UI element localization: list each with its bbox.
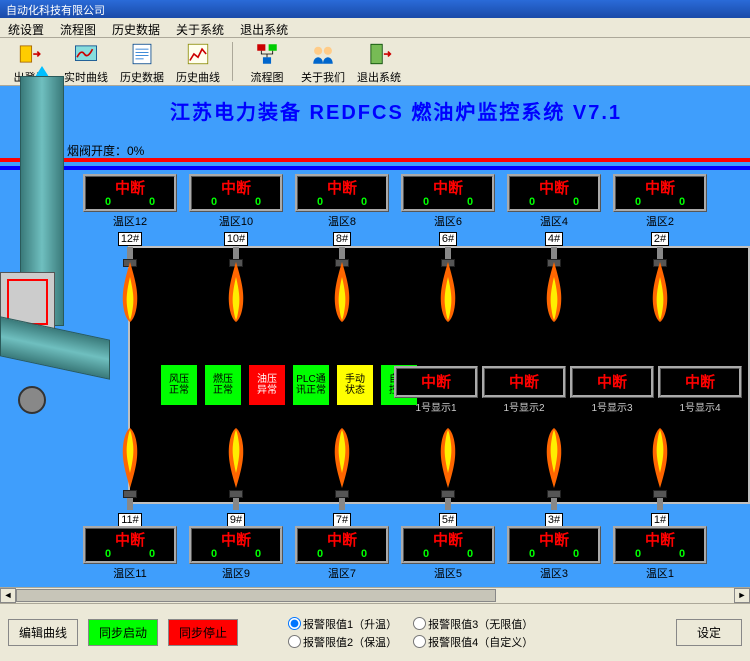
toolbar-flowchart[interactable]: 流程图 bbox=[241, 40, 293, 83]
toolbar-about[interactable]: 关于我们 bbox=[297, 40, 349, 83]
status-风压[interactable]: 风压正常 bbox=[160, 364, 198, 406]
flame-icon bbox=[119, 262, 141, 322]
toolbar-history-curve[interactable]: 历史曲线 bbox=[172, 40, 224, 83]
menu-item[interactable]: 关于系统 bbox=[168, 18, 232, 37]
menu-item[interactable]: 流程图 bbox=[52, 18, 104, 37]
gauge-温区12[interactable]: 中断00温区12 bbox=[80, 174, 180, 229]
toolbar: 出登录实时曲线历史数据历史曲线流程图关于我们退出系统 bbox=[0, 38, 750, 86]
valve-opening-text: 烟阀开度：0% bbox=[67, 142, 144, 159]
scroll-left-arrow[interactable]: ◄ bbox=[0, 588, 16, 603]
flame-icon bbox=[543, 428, 565, 488]
title-bar: 自动化科技有限公司 bbox=[0, 0, 750, 18]
sync-start-button[interactable]: 同步启动 bbox=[88, 619, 158, 646]
bottom-control-bar: 编辑曲线 同步启动 同步停止 报警限值1（升温） 报警限值3（无限值） 报警限值… bbox=[0, 603, 750, 661]
alarm-radio-4[interactable]: 报警限值4（自定义） bbox=[413, 634, 533, 650]
gauge-温区3[interactable]: 中断00温区3 bbox=[504, 526, 604, 581]
burner-9#: 9# bbox=[216, 490, 256, 528]
flame-icon bbox=[649, 262, 671, 322]
red-pipe bbox=[0, 158, 750, 162]
gauge-温区7[interactable]: 中断00温区7 bbox=[292, 526, 392, 581]
alarm-radio-1[interactable]: 报警限值1（升温） bbox=[288, 616, 397, 632]
burner-5#: 5# bbox=[428, 490, 468, 528]
alarm-radio-2[interactable]: 报警限值2（保温） bbox=[288, 634, 397, 650]
gauge-温区8[interactable]: 中断00温区8 bbox=[292, 174, 392, 229]
menu-item[interactable]: 历史数据 bbox=[104, 18, 168, 37]
status-手动[interactable]: 手动状态 bbox=[336, 364, 374, 406]
about-icon bbox=[309, 40, 337, 68]
status-油压[interactable]: 油压异常 bbox=[248, 364, 286, 406]
exit-login-icon bbox=[16, 40, 44, 68]
gauge-温区1[interactable]: 中断00温区1 bbox=[610, 526, 710, 581]
status-row: 风压正常燃压正常油压异常PLC通讯正常手动状态自动控制 bbox=[160, 364, 418, 406]
set-button[interactable]: 设定 bbox=[676, 619, 742, 646]
scroll-right-arrow[interactable]: ► bbox=[734, 588, 750, 603]
gauge-温区9[interactable]: 中断00温区9 bbox=[186, 526, 286, 581]
burner-7#: 7# bbox=[322, 490, 362, 528]
menu-item[interactable]: 退出系统 bbox=[232, 18, 296, 37]
toolbar-exit-system[interactable]: 退出系统 bbox=[353, 40, 405, 83]
process-canvas: 江苏电力装备 REDFCS 燃油炉监控系统 V7.1 烟阀开度：0% 中断00温… bbox=[0, 86, 750, 603]
toolbar-realtime-curve[interactable]: 实时曲线 bbox=[60, 40, 112, 83]
menu-item[interactable]: 统设置 bbox=[0, 18, 52, 37]
flame-icon bbox=[331, 262, 353, 322]
gauge-温区4[interactable]: 中断00温区4 bbox=[504, 174, 604, 229]
status-燃压[interactable]: 燃压正常 bbox=[204, 364, 242, 406]
history-curve-icon bbox=[184, 40, 212, 68]
exit-system-icon bbox=[365, 40, 393, 68]
scroll-thumb[interactable] bbox=[16, 589, 496, 602]
flame-icon bbox=[437, 428, 459, 488]
gauge-温区11[interactable]: 中断00温区11 bbox=[80, 526, 180, 581]
toolbar-history-data[interactable]: 历史数据 bbox=[116, 40, 168, 83]
gauge-温区2[interactable]: 中断00温区2 bbox=[610, 174, 710, 229]
history-data-icon bbox=[128, 40, 156, 68]
realtime-curve-icon bbox=[72, 40, 100, 68]
flame-icon bbox=[225, 262, 247, 322]
display-1号显示1[interactable]: 中断1号显示1 bbox=[392, 366, 480, 414]
burner-1#: 1# bbox=[640, 490, 680, 528]
window-title: 自动化科技有限公司 bbox=[6, 5, 105, 17]
burner-11#: 11# bbox=[110, 490, 150, 528]
gauge-温区6[interactable]: 中断00温区6 bbox=[398, 174, 498, 229]
flame-icon bbox=[649, 428, 671, 488]
flame-icon bbox=[543, 262, 565, 322]
menu-bar: 统设置 流程图 历史数据 关于系统 退出系统 bbox=[0, 18, 750, 38]
system-title: 江苏电力装备 REDFCS 燃油炉监控系统 V7.1 bbox=[170, 96, 622, 125]
burner-3#: 3# bbox=[534, 490, 574, 528]
flame-icon bbox=[437, 262, 459, 322]
display-1号显示3[interactable]: 中断1号显示3 bbox=[568, 366, 656, 414]
flame-icon bbox=[119, 428, 141, 488]
flowchart-icon bbox=[253, 40, 281, 68]
pump-icon bbox=[18, 386, 46, 414]
horizontal-scrollbar[interactable]: ◄ ► bbox=[0, 587, 750, 603]
blue-pipe bbox=[0, 166, 750, 170]
edit-curve-button[interactable]: 编辑曲线 bbox=[8, 619, 78, 646]
alarm-radio-3[interactable]: 报警限值3（无限值） bbox=[413, 616, 533, 632]
alarm-radio-group: 报警限值1（升温） 报警限值3（无限值） 报警限值2（保温） 报警限值4（自定义… bbox=[288, 616, 533, 650]
flame-icon bbox=[331, 428, 353, 488]
gauge-温区10[interactable]: 中断00温区10 bbox=[186, 174, 286, 229]
display-1号显示2[interactable]: 中断1号显示2 bbox=[480, 366, 568, 414]
gauge-温区5[interactable]: 中断00温区5 bbox=[398, 526, 498, 581]
status-PLC通[interactable]: PLC通讯正常 bbox=[292, 364, 330, 406]
display-1号显示4[interactable]: 中断1号显示4 bbox=[656, 366, 744, 414]
flame-icon bbox=[225, 428, 247, 488]
sync-stop-button[interactable]: 同步停止 bbox=[168, 619, 238, 646]
